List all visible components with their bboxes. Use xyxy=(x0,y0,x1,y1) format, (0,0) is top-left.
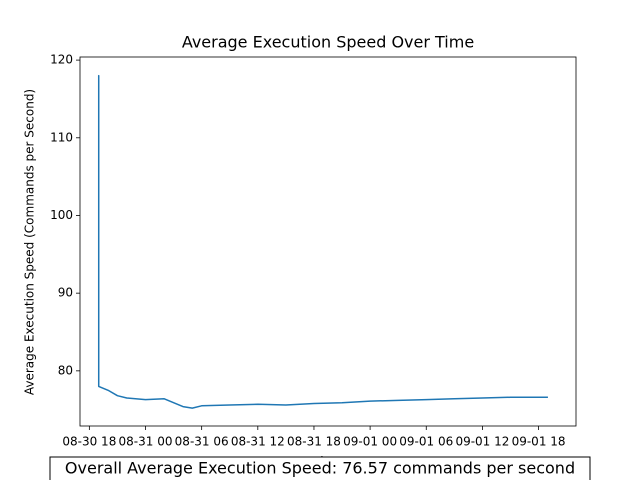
x-tick-label: 08-31 06 xyxy=(175,435,229,449)
y-tick-label: 100 xyxy=(50,208,73,222)
x-tick-label: 08-31 00 xyxy=(119,435,173,449)
y-tick-label: 90 xyxy=(58,286,73,300)
x-tick-label: 09-01 12 xyxy=(455,435,509,449)
y-axis-label: Average Execution Speed (Commands per Se… xyxy=(23,89,37,395)
chart-title: Average Execution Speed Over Time xyxy=(182,33,474,52)
y-tick-label: 110 xyxy=(50,130,73,144)
data-line xyxy=(97,74,548,409)
annotation: Overall Average Execution Speed: 76.57 c… xyxy=(65,459,575,478)
x-tick-label: 09-01 06 xyxy=(399,435,453,449)
x-tick-label: 08-31 12 xyxy=(231,435,285,449)
y-tick-label: 120 xyxy=(50,53,73,67)
x-tick-label: 09-01 00 xyxy=(343,435,397,449)
plot-frame xyxy=(79,56,577,427)
x-tick-label: 08-31 18 xyxy=(287,435,341,449)
x-tick-label: 09-01 18 xyxy=(512,435,566,449)
annotation-box xyxy=(49,456,591,480)
x-tick-label: 08-30 18 xyxy=(62,435,116,449)
y-tick-label: 80 xyxy=(58,363,73,377)
